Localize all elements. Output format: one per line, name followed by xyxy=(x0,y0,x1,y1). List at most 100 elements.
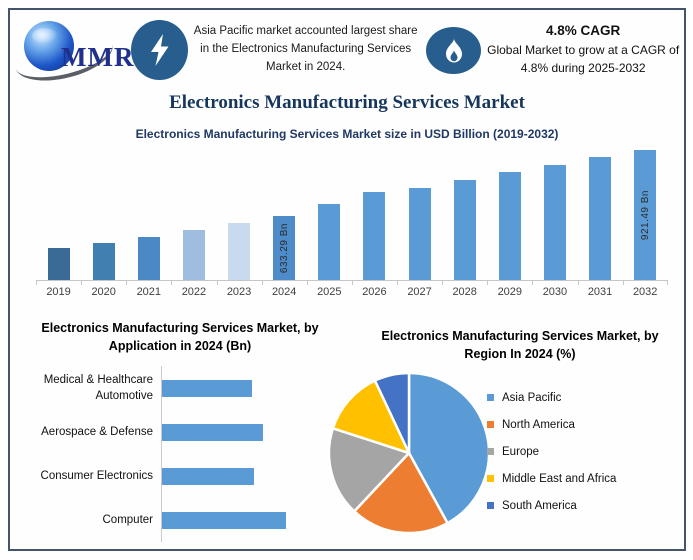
bar-column-2031 xyxy=(578,157,623,280)
cagr-text: Global Market to grow at a CAGR of 4.8% … xyxy=(487,43,680,75)
bar-column-2029 xyxy=(487,172,532,280)
legend-label-north-america: North America xyxy=(502,418,575,431)
region-pie-chart xyxy=(327,371,491,535)
legend-item-north-america: North America xyxy=(487,411,616,438)
application-row-medical-healthcare-automotive: Medical & Healthcare Automotive xyxy=(15,366,345,410)
region-chart-title: Electronics Manufacturing Services Marke… xyxy=(381,329,659,361)
bar-consumer-electronics xyxy=(162,467,254,485)
x-axis-label-2028: 2028 xyxy=(442,281,487,298)
legend-swatch-europe xyxy=(487,448,494,455)
bar-value-label-2032: 921.49 Bn xyxy=(639,189,651,241)
bar-2022 xyxy=(182,230,205,280)
x-axis-label-2029: 2029 xyxy=(487,281,532,298)
bar-2025 xyxy=(318,204,341,280)
bar-column-2032: 921.49 Bn xyxy=(623,150,668,280)
annual-bar-chart: 633.29 Bn 921.49 Bn 2019 2020 2021 2022 2023 2… xyxy=(36,147,668,298)
legend-swatch-middle-east-and-africa xyxy=(487,475,494,482)
application-bar-chart: Medical & Healthcare Automotive Aerospace… xyxy=(15,366,345,542)
application-label: Aerospace & Defense xyxy=(41,425,153,438)
pie-slice-middle-east-and-africa xyxy=(331,379,411,455)
header-callout-asia-pacific: Asia Pacific market accounted largest sh… xyxy=(193,25,418,73)
bar-2027 xyxy=(408,188,431,280)
x-axis-label-2025: 2025 xyxy=(306,281,352,298)
x-axis-label-2026: 2026 xyxy=(351,281,397,298)
bar-value-label-2024: 633.29 Bn xyxy=(278,222,290,274)
page-title: Electronics Manufacturing Services Marke… xyxy=(169,92,525,113)
legend-label-south-america: South America xyxy=(502,499,577,512)
x-axis-label-2032: 2032 xyxy=(622,281,668,298)
bar-computer xyxy=(162,511,286,529)
x-axis-label-2024: 2024 xyxy=(261,281,307,298)
bar-column-2021 xyxy=(126,237,171,280)
application-bar-cell xyxy=(161,410,345,454)
bar-2029 xyxy=(498,172,521,280)
logo-text: MMR xyxy=(61,42,135,72)
x-axis-label-2023: 2023 xyxy=(216,281,262,298)
x-axis-label-2019: 2019 xyxy=(36,281,81,298)
bar-2024: 633.29 Bn xyxy=(273,216,296,280)
x-axis-label-2030: 2030 xyxy=(532,281,577,298)
bar-2030 xyxy=(543,165,566,280)
application-bar-cell xyxy=(161,454,345,498)
application-label: Computer xyxy=(102,513,154,526)
x-axis-label-2021: 2021 xyxy=(126,281,171,298)
application-chart-title: Electronics Manufacturing Services Marke… xyxy=(41,321,319,353)
application-row-computer: Computer xyxy=(15,498,345,542)
bar-column-2030 xyxy=(532,165,577,280)
legend-label-middle-east-and-africa: Middle East and Africa xyxy=(502,472,617,485)
annual-chart-title: Electronics Manufacturing Services Marke… xyxy=(135,127,559,141)
legend-item-south-america: South America xyxy=(487,492,616,519)
header-callout-cagr: 4.8% CAGR Global Market to grow at a CAG… xyxy=(486,23,680,77)
bar-2023 xyxy=(228,223,251,280)
bar-2028 xyxy=(453,180,476,280)
application-label: Medical & Healthcare Automotive xyxy=(43,373,153,402)
header: MMR Asia Pacific market accounted larges… xyxy=(10,10,684,90)
legend-swatch-asia-pacific xyxy=(487,394,494,401)
legend-swatch-south-america xyxy=(487,502,494,509)
x-axis-label-2020: 2020 xyxy=(81,281,126,298)
pie-slice-asia-pacific xyxy=(407,371,491,525)
legend-item-europe: Europe xyxy=(487,438,616,465)
region-legend: Asia Pacific North America Europe Middle Ea… xyxy=(487,384,616,519)
application-bar-cell xyxy=(161,366,345,410)
legend-label-asia-pacific: Asia Pacific xyxy=(502,391,562,404)
bar-column-2025 xyxy=(307,204,352,280)
x-axis-label-2031: 2031 xyxy=(577,281,623,298)
x-axis-label-2027: 2027 xyxy=(397,281,442,298)
infographic-frame: MMR Asia Pacific market accounted larges… xyxy=(8,8,686,551)
x-axis-label-2022: 2022 xyxy=(171,281,216,298)
application-row-consumer-electronics: Consumer Electronics xyxy=(15,454,345,498)
bar-2031 xyxy=(589,157,612,280)
bar-aerospace-defense xyxy=(162,423,263,441)
bar-column-2024: 633.29 Bn xyxy=(262,216,307,280)
bar-column-2023 xyxy=(217,223,262,280)
globe-icon xyxy=(24,21,74,71)
application-label: Consumer Electronics xyxy=(40,469,153,482)
bar-column-2019 xyxy=(36,248,81,280)
bar-medical-healthcare-automotive xyxy=(162,379,252,397)
bar-column-2020 xyxy=(81,243,126,280)
bar-2021 xyxy=(137,237,160,280)
pie-slice-north-america xyxy=(352,451,449,535)
cagr-title: 4.8% CAGR xyxy=(546,23,621,39)
legend-item-asia-pacific: Asia Pacific xyxy=(487,384,616,411)
mmr-logo: MMR xyxy=(10,18,133,90)
pie-slice-south-america xyxy=(373,371,411,455)
bar-column-2027 xyxy=(397,188,442,280)
annual-axis: 2019 2020 2021 2022 2023 2024 2025 2026 2027 2028… xyxy=(36,281,668,298)
bar-column-2026 xyxy=(352,192,397,280)
legend-swatch-north-america xyxy=(487,421,494,428)
bar-column-2022 xyxy=(171,230,216,280)
annual-bars: 633.29 Bn 921.49 Bn xyxy=(36,147,668,281)
bar-2032: 921.49 Bn xyxy=(634,150,657,280)
bar-2020 xyxy=(92,243,115,280)
legend-item-middle-east-and-africa: Middle East and Africa xyxy=(487,465,616,492)
lightning-icon xyxy=(131,20,188,80)
bar-column-2028 xyxy=(442,180,487,280)
application-bar-cell xyxy=(161,498,345,542)
legend-label-europe: Europe xyxy=(502,445,540,458)
flame-icon xyxy=(426,26,482,74)
pie-slice-europe xyxy=(327,427,411,513)
application-row-aerospace-defense: Aerospace & Defense xyxy=(15,410,345,454)
bar-2019 xyxy=(47,248,70,280)
